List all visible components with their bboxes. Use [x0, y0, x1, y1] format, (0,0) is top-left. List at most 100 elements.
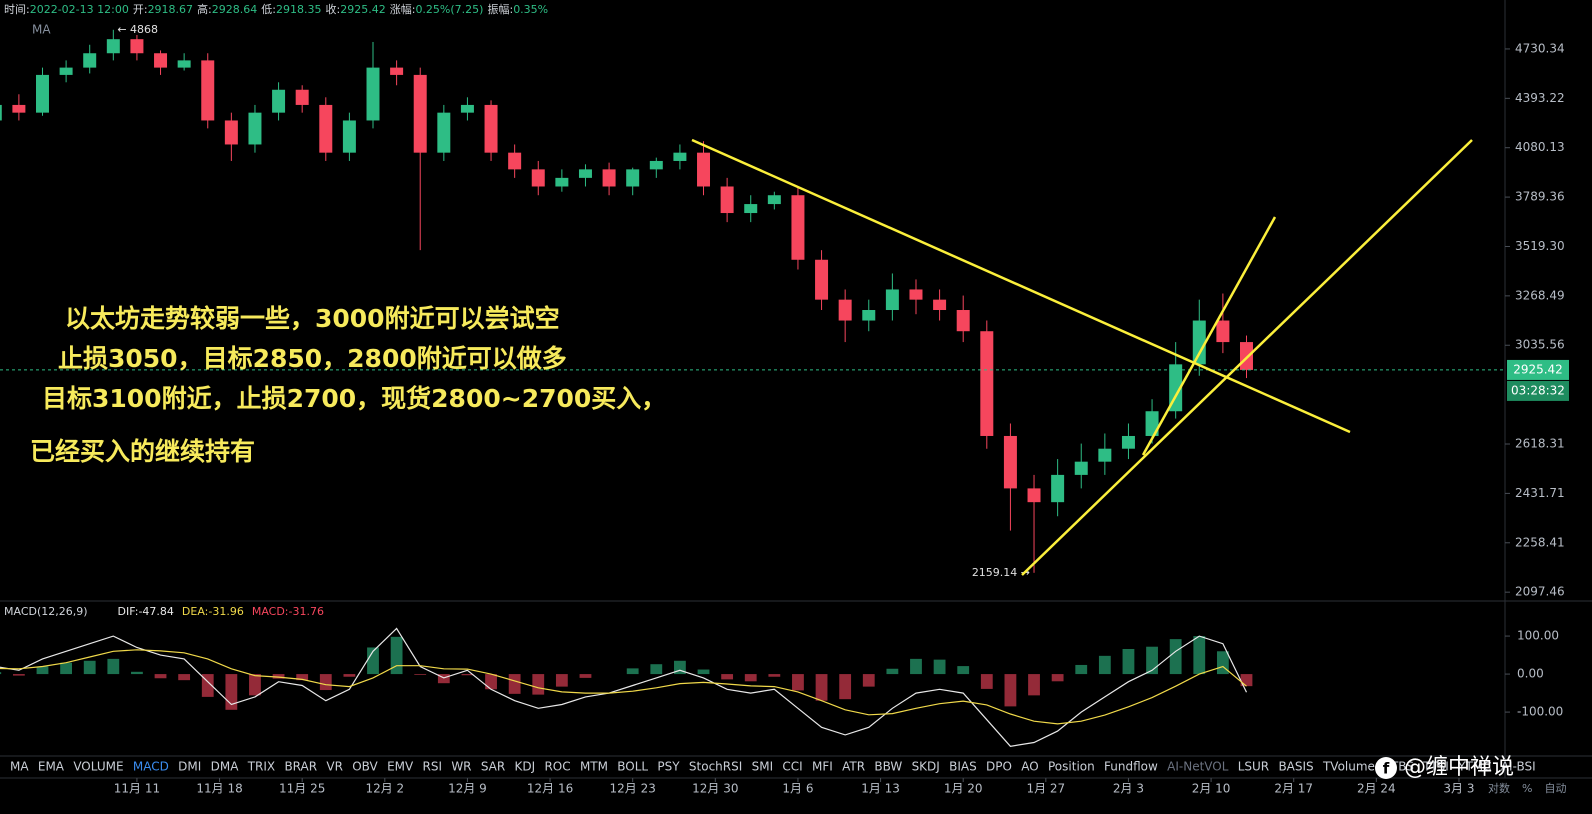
indicator-tab[interactable]: VR — [326, 760, 343, 774]
candle-body — [649, 160, 663, 170]
indicator-tab[interactable]: TRIX — [247, 760, 275, 774]
indicator-tab[interactable]: AO — [1021, 760, 1038, 774]
dif-line — [0, 627, 1248, 747]
macd-bar — [272, 674, 285, 679]
y-tick-label: 100.00 — [1517, 629, 1559, 643]
indicator-tab[interactable]: PSY — [657, 760, 680, 774]
dea-line — [0, 649, 1247, 725]
indicator-tab[interactable]: BBW — [874, 760, 902, 774]
macd-bar — [1193, 636, 1206, 675]
indicator-tab[interactable]: SAR — [481, 760, 505, 774]
y-tick-label: 0.00 — [1517, 667, 1544, 681]
annotation: 止损3050，目标2850，2800附近可以做多 — [58, 344, 567, 373]
candle-body — [862, 310, 876, 321]
indicator-tab[interactable]: StochRSI — [689, 760, 742, 774]
info-value: 2928.64 — [212, 3, 258, 16]
indicator-tab[interactable]: BIAS — [949, 760, 977, 774]
indicator-tab[interactable]: MA — [10, 760, 29, 774]
candle-body — [1216, 320, 1230, 343]
macd-bar — [12, 674, 25, 676]
indicator-tab[interactable]: Fundflow — [1104, 760, 1158, 774]
candle-body — [744, 204, 758, 214]
indicator-tab[interactable]: BRAR — [284, 760, 317, 774]
indicator-tab[interactable]: RSI — [423, 760, 443, 774]
macd-bar — [579, 674, 592, 678]
macd-legend: DIF:-47.84 — [118, 605, 174, 618]
y-tick-label: 3035.56 — [1515, 338, 1565, 352]
indicator-tab[interactable]: ATR — [842, 760, 865, 774]
indicator-tab[interactable]: MACD — [133, 760, 169, 774]
y-tick-label: 3789.36 — [1515, 190, 1565, 204]
indicator-tab[interactable]: SMI — [752, 760, 774, 774]
macd-bar — [178, 674, 191, 681]
scale-control[interactable]: 对数 — [1488, 781, 1510, 795]
trend-lines — [691, 138, 1473, 576]
candle-body — [484, 104, 498, 153]
indicator-tab[interactable]: DMI — [178, 760, 201, 774]
candle-body — [956, 310, 970, 332]
x-tick-label: 12月 2 — [365, 782, 404, 796]
y-tick-label: 3268.49 — [1515, 288, 1565, 302]
info-label: 高: — [197, 2, 212, 16]
indicator-tab[interactable]: CCI — [782, 760, 802, 774]
candle-body — [626, 169, 640, 187]
scale-control[interactable]: 自动 — [1544, 782, 1566, 795]
candle-body — [366, 67, 380, 121]
candle-body — [106, 39, 120, 54]
macd-bar — [390, 636, 403, 675]
indicator-tab[interactable]: EMV — [387, 760, 414, 774]
candle-body — [248, 112, 262, 145]
indicator-tab[interactable]: WR — [451, 760, 471, 774]
indicator-tab[interactable]: YTMC — [1457, 760, 1491, 774]
candle-body — [12, 104, 26, 113]
candle-body — [885, 289, 899, 311]
indicator-tab[interactable]: LSUR — [1238, 760, 1269, 774]
indicator-tab[interactable]: BASIS — [1278, 760, 1313, 774]
indicator-tab[interactable]: SKDJ — [912, 760, 940, 774]
x-tick-label: 2月 24 — [1357, 782, 1396, 796]
candle-body — [1098, 448, 1112, 462]
candle-body — [578, 169, 592, 178]
last-price-label: 2925.42 — [1513, 362, 1563, 376]
y-tick-label: 4730.34 — [1515, 41, 1565, 55]
candle-body — [980, 331, 994, 436]
indicator-tab[interactable]: TVolume — [1322, 760, 1375, 774]
indicator-tab[interactable]: ROC — [544, 760, 570, 774]
candle-body — [36, 74, 49, 113]
indicator-tab[interactable]: DPO — [986, 760, 1012, 774]
macd-bar — [697, 669, 710, 675]
indicator-tab[interactable]: MTM — [580, 760, 608, 774]
scale-control[interactable]: % — [1522, 782, 1532, 795]
indicator-tab[interactable]: EMA — [38, 760, 65, 774]
candle-body — [224, 120, 238, 145]
indicator-tab[interactable]: BOLL — [617, 760, 648, 774]
high-marker: ← 4868 — [117, 23, 158, 36]
indicator-tab[interactable]: AI-BSI — [1501, 760, 1536, 774]
indicator-tab[interactable]: TTSI — [1422, 760, 1449, 774]
macd-bar — [1146, 646, 1158, 675]
indicator-tab[interactable]: KDJ — [515, 760, 536, 774]
indicator-tab[interactable]: DMA — [211, 760, 240, 774]
macd-bar — [60, 662, 73, 675]
indicator-tab[interactable]: AI-NetVOL — [1167, 760, 1229, 774]
macd-bar — [367, 647, 379, 675]
macd-bar — [1240, 674, 1253, 687]
info-value: 2925.42 — [340, 3, 386, 16]
indicator-tab[interactable]: MFI — [812, 760, 833, 774]
indicator-tab[interactable]: Position — [1048, 760, 1095, 774]
macd-bar — [721, 674, 734, 680]
macd-bar — [83, 660, 96, 675]
x-tick-label: 11月 18 — [196, 782, 242, 796]
macd-bar — [1051, 674, 1064, 682]
macd-bar — [36, 666, 49, 675]
candle-body — [1240, 342, 1253, 370]
x-tick-label: 12月 16 — [527, 782, 573, 796]
y-tick-label: 2431.71 — [1515, 486, 1565, 500]
macd-bar — [1216, 651, 1229, 675]
info-value: 0.35% — [513, 3, 548, 16]
macd-bar — [792, 674, 804, 691]
indicator-tab[interactable]: VOLUME — [73, 760, 123, 774]
indicator-tab[interactable]: OBV — [352, 760, 378, 774]
candle-body — [460, 104, 474, 113]
macd-bar — [154, 674, 167, 679]
